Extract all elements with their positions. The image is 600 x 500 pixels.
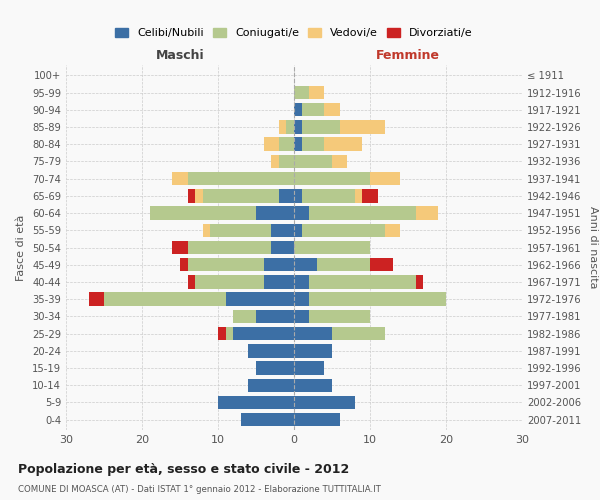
Bar <box>370 258 393 272</box>
Bar <box>256 362 294 374</box>
Bar <box>279 154 294 168</box>
Bar <box>294 120 302 134</box>
Bar <box>294 344 332 358</box>
Bar <box>362 189 377 202</box>
Bar <box>226 292 294 306</box>
Bar <box>233 327 294 340</box>
Bar <box>302 189 355 202</box>
Bar <box>294 224 302 237</box>
Y-axis label: Anni di nascita: Anni di nascita <box>588 206 598 289</box>
Bar <box>203 189 279 202</box>
Bar <box>248 378 294 392</box>
Text: COMUNE DI MOASCA (AT) - Dati ISTAT 1° gennaio 2012 - Elaborazione TUTTITALIA.IT: COMUNE DI MOASCA (AT) - Dati ISTAT 1° ge… <box>18 485 381 494</box>
Text: Maschi: Maschi <box>155 50 205 62</box>
Legend: Celibi/Nubili, Coniugati/e, Vedovi/e, Divorziati/e: Celibi/Nubili, Coniugati/e, Vedovi/e, Di… <box>111 23 477 43</box>
Bar <box>385 224 400 237</box>
Bar <box>263 138 279 151</box>
Bar <box>279 189 294 202</box>
Bar <box>294 138 302 151</box>
Bar <box>332 154 347 168</box>
Bar <box>309 86 325 100</box>
Bar <box>172 172 188 186</box>
Bar <box>188 172 294 186</box>
Bar <box>263 258 294 272</box>
Bar <box>248 344 294 358</box>
Bar <box>233 310 256 323</box>
Bar <box>325 138 362 151</box>
Bar <box>188 189 195 202</box>
Bar <box>263 275 294 288</box>
Bar <box>355 189 362 202</box>
Bar <box>294 258 317 272</box>
Bar <box>195 275 263 288</box>
Bar <box>271 154 279 168</box>
Bar <box>294 103 302 117</box>
Bar <box>271 224 294 237</box>
Bar <box>370 172 400 186</box>
Bar <box>294 396 355 409</box>
Bar <box>195 189 203 202</box>
Bar <box>317 258 370 272</box>
Bar <box>89 292 104 306</box>
Bar <box>309 275 416 288</box>
Bar <box>172 241 188 254</box>
Bar <box>188 258 263 272</box>
Bar <box>294 241 370 254</box>
Bar <box>180 258 188 272</box>
Bar <box>302 103 325 117</box>
Bar <box>286 120 294 134</box>
Bar <box>309 292 446 306</box>
Bar <box>340 120 385 134</box>
Bar <box>271 241 294 254</box>
Text: Popolazione per età, sesso e stato civile - 2012: Popolazione per età, sesso e stato civil… <box>18 462 349 475</box>
Bar <box>218 396 294 409</box>
Text: Femmine: Femmine <box>376 50 440 62</box>
Bar <box>256 310 294 323</box>
Bar <box>294 327 332 340</box>
Bar <box>211 224 271 237</box>
Bar <box>241 413 294 426</box>
Bar <box>226 327 233 340</box>
Bar <box>256 206 294 220</box>
Y-axis label: Fasce di età: Fasce di età <box>16 214 26 280</box>
Bar <box>104 292 226 306</box>
Bar <box>294 310 309 323</box>
Bar <box>294 275 309 288</box>
Bar <box>294 189 302 202</box>
Bar <box>218 327 226 340</box>
Bar <box>325 103 340 117</box>
Bar <box>294 378 332 392</box>
Bar <box>416 206 439 220</box>
Bar <box>309 206 416 220</box>
Bar <box>302 138 325 151</box>
Bar <box>279 138 294 151</box>
Bar <box>416 275 423 288</box>
Bar <box>279 120 286 134</box>
Bar <box>309 310 370 323</box>
Bar <box>188 241 271 254</box>
Bar <box>203 224 211 237</box>
Bar <box>294 86 309 100</box>
Bar <box>302 120 340 134</box>
Bar <box>294 154 332 168</box>
Bar <box>302 224 385 237</box>
Bar <box>294 413 340 426</box>
Bar <box>149 206 256 220</box>
Bar <box>294 172 370 186</box>
Bar <box>294 206 309 220</box>
Bar <box>294 362 325 374</box>
Bar <box>188 275 195 288</box>
Bar <box>294 292 309 306</box>
Bar <box>332 327 385 340</box>
